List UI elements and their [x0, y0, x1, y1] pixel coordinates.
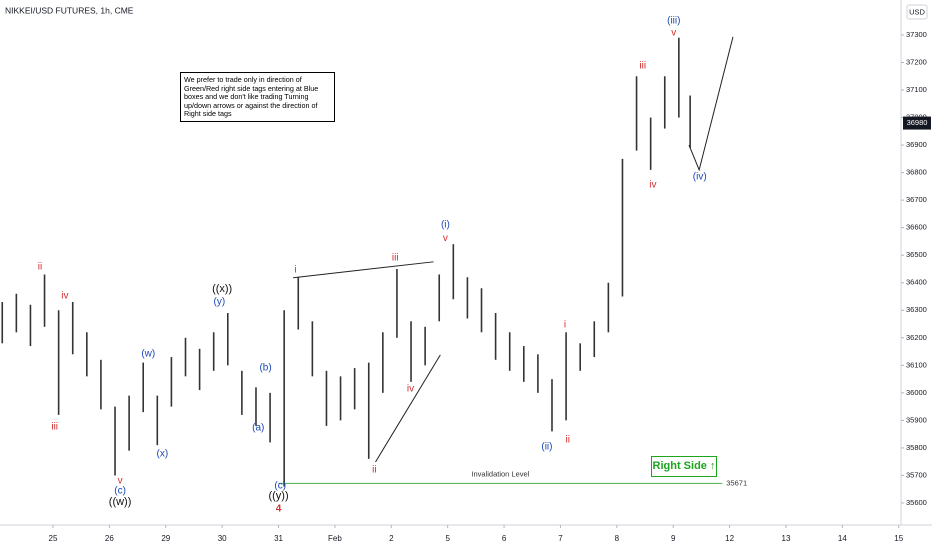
x-tick-label: 7 [558, 534, 563, 543]
wave-label: (ii) [541, 442, 552, 453]
y-tick-label: 36900 [906, 140, 927, 149]
y-tick-label: 36200 [906, 333, 927, 342]
wave-label: (w) [141, 349, 155, 360]
y-tick-label: 36300 [906, 305, 927, 314]
x-tick-label: 25 [49, 534, 58, 543]
wave-label: ((y)) [268, 490, 288, 502]
y-tick-label: 36100 [906, 360, 927, 369]
wave-label: ((w)) [109, 496, 132, 508]
wave-label: iv [61, 291, 68, 302]
wave-label: (i) [441, 220, 450, 231]
last-price-box [903, 116, 931, 130]
wave-label: ii [566, 435, 570, 446]
wave-label: (c) [274, 481, 286, 492]
y-tick-label: 35700 [906, 470, 927, 479]
x-tick-label: 31 [274, 534, 283, 543]
chart-title: NIKKEI/USD FUTURES, 1h, CME [5, 5, 134, 15]
wave-label: (iv) [693, 172, 707, 183]
y-tick-label: 35800 [906, 443, 927, 452]
wave-label: v [118, 476, 123, 487]
x-tick-label: 12 [725, 534, 734, 543]
invalidation-value: 35671 [726, 478, 747, 487]
wave-label: (y) [213, 297, 225, 308]
x-tick-label: 5 [445, 534, 450, 543]
wave-label: v [443, 233, 448, 244]
x-tick-label: 9 [671, 534, 676, 543]
wave-label: iv [407, 384, 414, 395]
y-tick-label: 36500 [906, 250, 927, 259]
wave-label: i [564, 319, 566, 330]
trend-line [688, 36, 734, 172]
last-price-label: 36980 [907, 118, 928, 127]
y-tick-label: 36000 [906, 388, 927, 397]
currency-box [906, 4, 928, 20]
y-tick-label: 37100 [906, 85, 927, 94]
x-tick-label: 14 [838, 534, 847, 543]
right-side-tag: Right Side ↑ [651, 456, 717, 477]
x-tick-label: 15 [894, 534, 903, 543]
wave-label: v [671, 28, 676, 39]
wave-label: iii [51, 422, 58, 433]
wave-label: (iii) [667, 16, 680, 27]
y-tick-label: 37300 [906, 30, 927, 39]
wave-label: (b) [259, 363, 271, 374]
wave-label: iii [639, 61, 646, 72]
x-tick-label: Feb [328, 534, 342, 543]
wave-label: i [294, 265, 296, 276]
y-tick-label: 35600 [906, 498, 927, 507]
x-tick-label: 26 [105, 534, 114, 543]
wave-label: ((x)) [212, 283, 232, 295]
x-tick-label: 8 [615, 534, 620, 543]
y-tick-label: 37200 [906, 57, 927, 66]
y-tick-label: 36700 [906, 195, 927, 204]
y-tick-label: 36800 [906, 168, 927, 177]
wave-label: ii [372, 465, 376, 476]
x-tick-label: 2 [389, 534, 394, 543]
y-tick-label: 36600 [906, 223, 927, 232]
x-tick-label: 13 [782, 534, 791, 543]
invalidation-label: Invalidation Level [471, 469, 529, 478]
wave-label: ii [38, 262, 42, 273]
note-box: We prefer to trade only in direction of … [180, 72, 335, 122]
wave-label: (c) [114, 486, 126, 497]
x-tick-label: 6 [502, 534, 507, 543]
currency-label: USD [909, 7, 925, 16]
wave-label: (x) [157, 449, 169, 460]
y-tick-label: 36400 [906, 278, 927, 287]
wave-label: iii [392, 253, 399, 264]
x-tick-label: 29 [161, 534, 170, 543]
wave-label: 4 [276, 504, 282, 515]
y-tick-label: 35900 [906, 415, 927, 424]
trend-line [375, 354, 441, 463]
trend-line [293, 261, 434, 279]
wave-label: (a) [252, 423, 264, 434]
wave-label: iv [649, 180, 656, 191]
x-tick-label: 30 [218, 534, 227, 543]
